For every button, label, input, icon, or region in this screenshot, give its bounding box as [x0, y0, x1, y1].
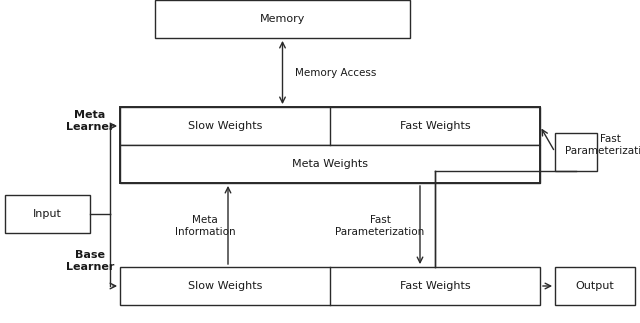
Text: Slow Weights: Slow Weights — [188, 121, 262, 131]
Text: Meta Weights: Meta Weights — [292, 159, 368, 169]
Bar — [5, 195, 90, 233]
Text: Fast Weights: Fast Weights — [400, 121, 470, 131]
Text: Output: Output — [575, 281, 614, 291]
Text: Input: Input — [33, 209, 62, 219]
Bar — [120, 107, 540, 183]
Text: Memory: Memory — [260, 14, 305, 24]
Bar — [155, 0, 410, 38]
Text: Base
Learner: Base Learner — [66, 250, 114, 272]
Bar — [120, 145, 540, 183]
Text: Fast
Parameterization: Fast Parameterization — [335, 215, 424, 237]
Text: Meta
Information: Meta Information — [175, 215, 236, 237]
Text: Meta
Learner: Meta Learner — [66, 110, 114, 132]
Bar — [120, 107, 540, 145]
Text: Fast Weights: Fast Weights — [400, 281, 470, 291]
Text: Slow Weights: Slow Weights — [188, 281, 262, 291]
Bar — [120, 267, 540, 305]
Bar — [555, 267, 635, 305]
Text: Memory Access: Memory Access — [295, 68, 376, 78]
Text: Fast
Parameterization: Fast Parameterization — [565, 134, 640, 156]
Bar — [555, 133, 597, 171]
